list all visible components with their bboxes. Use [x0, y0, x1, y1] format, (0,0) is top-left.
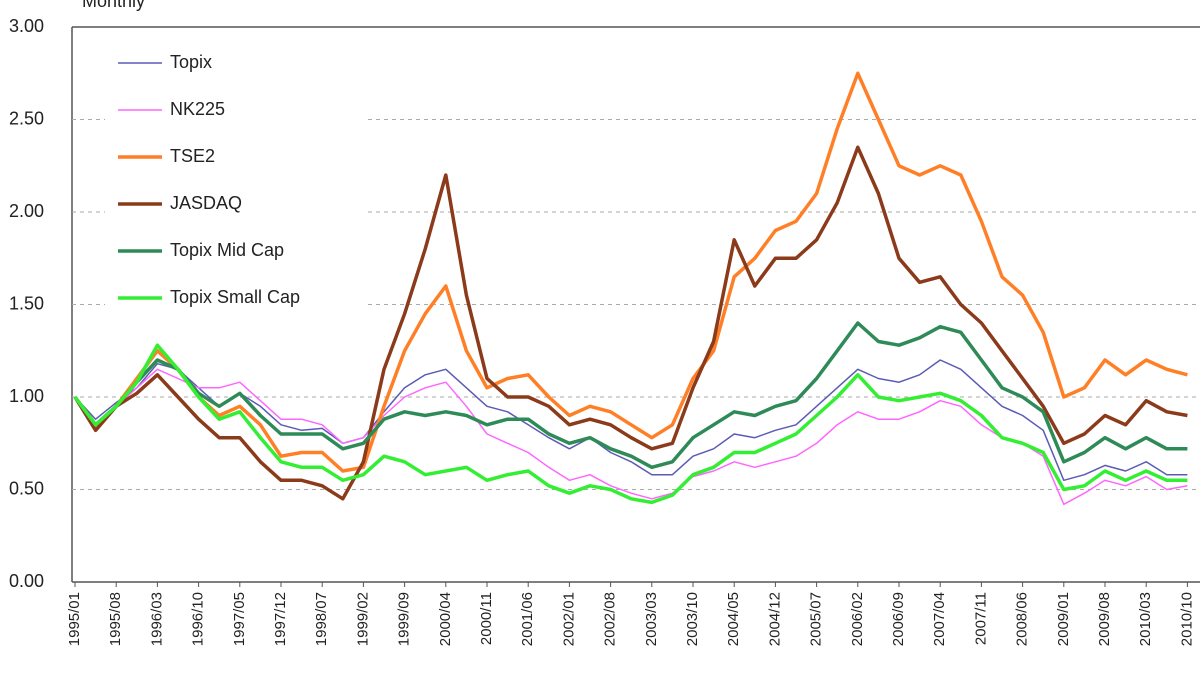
series-line	[74, 359, 1188, 482]
x-tick-label: 2003/10	[684, 592, 701, 646]
x-tick-label: 1995/01	[66, 592, 83, 646]
x-tick-label: 1997/12	[272, 592, 289, 646]
legend-label: Topix Small Cap	[170, 287, 300, 307]
legend-label: JASDAQ	[170, 193, 242, 213]
y-tick-label: 2.00	[9, 201, 44, 221]
x-tick-label: 1999/09	[396, 592, 413, 646]
x-tick-label: 2005/07	[808, 592, 825, 646]
x-tick-label: 2007/04	[931, 592, 948, 646]
y-tick-label: 1.00	[9, 386, 44, 406]
x-tick-label: 1996/03	[148, 592, 165, 646]
x-tick-label: 1998/07	[313, 592, 330, 646]
y-tick-label: 1.50	[9, 293, 44, 313]
y-tick-label: 3.00	[9, 16, 44, 36]
x-tick-label: 2006/02	[849, 592, 866, 646]
y-tick-label: 0.00	[9, 571, 44, 591]
legend-label: TSE2	[170, 146, 215, 166]
x-tick-label: 2008/06	[1014, 592, 1031, 646]
legend-label: Topix Mid Cap	[170, 240, 284, 260]
legend-label: Topix	[170, 52, 212, 72]
x-tick-label: 2000/04	[437, 592, 454, 646]
x-tick-label: 2007/11	[972, 592, 989, 645]
series-line	[73, 145, 1188, 501]
x-tick-label: 1999/02	[354, 592, 371, 646]
x-tick-label: 2009/01	[1055, 592, 1072, 646]
x-tick-label: 1995/08	[107, 592, 124, 646]
x-tick-label: 1997/05	[231, 592, 248, 646]
x-tick-label: 2010/10	[1178, 592, 1195, 646]
series-line	[73, 321, 1188, 470]
x-tick-label: 1996/10	[190, 592, 207, 646]
x-tick-label: 2004/05	[725, 592, 742, 646]
x-tick-label: 2003/03	[643, 592, 660, 646]
x-tick-label: 2009/08	[1096, 592, 1113, 646]
series-line	[73, 343, 1188, 505]
x-tick-label: 2001/06	[519, 592, 536, 646]
x-tick-label: 2002/01	[560, 592, 577, 646]
x-tick-label: 2000/11	[478, 592, 495, 645]
series-line	[73, 71, 1188, 473]
x-tick-label: 2010/03	[1137, 592, 1154, 646]
y-tick-label: 2.50	[9, 108, 44, 128]
legend-label: NK225	[170, 99, 225, 119]
x-tick-label: 2002/08	[602, 592, 619, 646]
legend-background	[105, 40, 365, 320]
x-tick-label: 2006/09	[890, 592, 907, 646]
chart-subtitle: Monthly	[82, 0, 145, 11]
y-tick-label: 0.50	[9, 478, 44, 498]
x-tick-label: 2004/12	[766, 592, 783, 646]
